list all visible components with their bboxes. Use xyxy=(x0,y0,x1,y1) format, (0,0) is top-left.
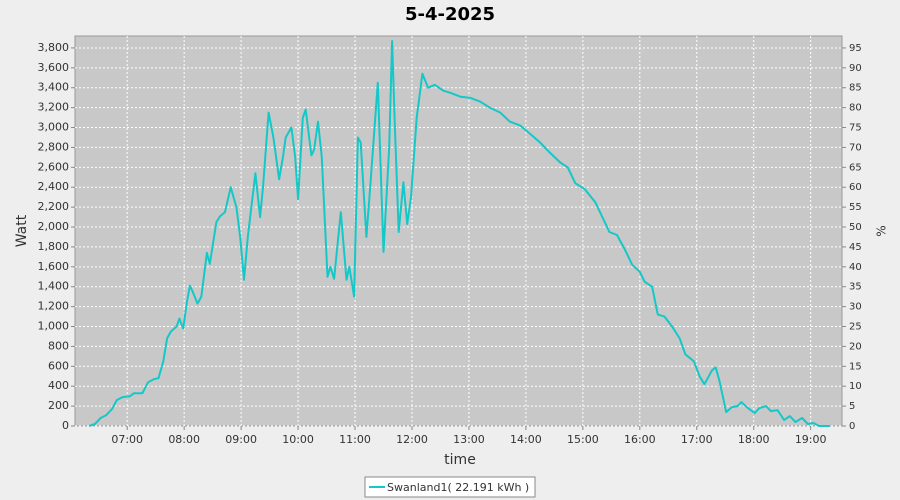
data-line xyxy=(88,40,830,427)
y-tick-label: 3,000 xyxy=(38,121,70,134)
y2-axis-label: % xyxy=(875,225,889,236)
x-tick-label: 15:00 xyxy=(567,433,599,446)
y2-tick-label: 5 xyxy=(849,401,855,412)
y-tick-label: 3,400 xyxy=(38,81,70,94)
y2-tick-label: 45 xyxy=(849,242,862,253)
y-tick-label: 400 xyxy=(48,379,69,392)
y-tick-label: 200 xyxy=(48,399,69,412)
y2-tick-label: 30 xyxy=(849,302,862,313)
y-tick-label: 3,200 xyxy=(38,101,70,114)
x-tick-label: 10:00 xyxy=(282,433,314,446)
y2-tick-label: 40 xyxy=(849,262,862,273)
x-tick-label: 07:00 xyxy=(111,433,143,446)
x-tick-label: 12:00 xyxy=(396,433,428,446)
chart-title: 5-4-2025 xyxy=(405,4,495,25)
y2-tick-label: 90 xyxy=(849,63,862,74)
x-tick-label: 08:00 xyxy=(168,433,200,446)
x-tick-label: 16:00 xyxy=(624,433,656,446)
y2-tick-label: 50 xyxy=(849,222,862,233)
y2-tick-label: 10 xyxy=(849,381,862,392)
y2-tick-label: 85 xyxy=(849,83,862,94)
y-tick-label: 2,800 xyxy=(38,140,70,153)
x-tick-label: 19:00 xyxy=(795,433,827,446)
x-tick-label: 11:00 xyxy=(339,433,371,446)
y-tick-label: 600 xyxy=(48,359,69,372)
y2-tick-label: 70 xyxy=(849,142,862,153)
x-tick-label: 17:00 xyxy=(681,433,713,446)
y-tick-label: 1,400 xyxy=(38,280,70,293)
y-tick-label: 2,400 xyxy=(38,180,70,193)
y-tick-label: 800 xyxy=(48,339,69,352)
x-tick-label: 09:00 xyxy=(225,433,257,446)
y2-tick-label: 0 xyxy=(849,421,855,432)
y-tick-label: 3,600 xyxy=(38,61,70,74)
x-tick-label: 18:00 xyxy=(738,433,770,446)
y2-tick-label: 75 xyxy=(849,123,862,134)
y-tick-label: 1,800 xyxy=(38,240,70,253)
x-axis-label: time xyxy=(444,452,476,468)
y2-tick-label: 55 xyxy=(849,202,862,213)
y2-tick-label: 95 xyxy=(849,43,862,54)
legend-box xyxy=(364,476,536,498)
y2-tick-label: 25 xyxy=(849,322,862,333)
y2-tick-label: 65 xyxy=(849,162,862,173)
y-tick-label: 1,600 xyxy=(38,260,70,273)
y-tick-label: 2,200 xyxy=(38,200,70,213)
y-tick-label: 1,000 xyxy=(38,320,70,333)
y-axis-label: Watt xyxy=(14,214,30,247)
y2-tick-label: 15 xyxy=(849,361,862,372)
plot-area xyxy=(74,35,843,427)
y-tick-label: 2,600 xyxy=(38,160,70,173)
x-tick-label: 13:00 xyxy=(453,433,485,446)
y2-tick-label: 80 xyxy=(849,103,862,114)
y2-tick-label: 35 xyxy=(849,282,862,293)
legend-label: Swanland1( 22.191 kWh ) xyxy=(387,481,529,494)
y2-tick-label: 60 xyxy=(849,182,862,193)
x-tick-label: 14:00 xyxy=(510,433,542,446)
y-tick-label: 0 xyxy=(62,419,69,432)
y-tick-label: 2,000 xyxy=(38,220,70,233)
y2-tick-label: 20 xyxy=(849,341,862,352)
y-tick-label: 1,200 xyxy=(38,300,70,313)
y-tick-label: 3,800 xyxy=(38,41,70,54)
